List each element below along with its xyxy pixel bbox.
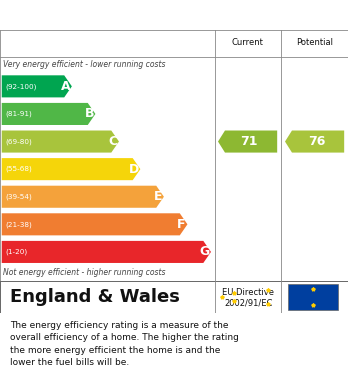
Text: EU Directive: EU Directive bbox=[222, 288, 274, 297]
Polygon shape bbox=[2, 103, 95, 125]
Text: (92-100): (92-100) bbox=[5, 83, 37, 90]
Text: (39-54): (39-54) bbox=[5, 194, 32, 200]
Text: 2002/91/EC: 2002/91/EC bbox=[224, 299, 272, 308]
Text: D: D bbox=[129, 163, 139, 176]
Text: F: F bbox=[177, 218, 185, 231]
Polygon shape bbox=[2, 186, 164, 208]
Text: Very energy efficient - lower running costs: Very energy efficient - lower running co… bbox=[3, 60, 166, 69]
Polygon shape bbox=[2, 241, 211, 263]
Text: Not energy efficient - higher running costs: Not energy efficient - higher running co… bbox=[3, 268, 166, 277]
Polygon shape bbox=[218, 131, 277, 152]
Bar bbox=[288, 283, 338, 310]
Text: (69-80): (69-80) bbox=[5, 138, 32, 145]
Polygon shape bbox=[2, 75, 72, 97]
Text: 76: 76 bbox=[308, 135, 325, 148]
Text: (81-91): (81-91) bbox=[5, 111, 32, 117]
Text: B: B bbox=[85, 108, 94, 120]
Text: Current: Current bbox=[232, 38, 263, 47]
Text: A: A bbox=[61, 80, 70, 93]
Text: England & Wales: England & Wales bbox=[10, 288, 180, 306]
Text: (1-20): (1-20) bbox=[5, 249, 27, 255]
Text: Potential: Potential bbox=[296, 38, 333, 47]
Polygon shape bbox=[285, 131, 344, 152]
Text: The energy efficiency rating is a measure of the
overall efficiency of a home. T: The energy efficiency rating is a measur… bbox=[10, 321, 239, 367]
Text: G: G bbox=[200, 246, 210, 258]
Text: Energy Efficiency Rating: Energy Efficiency Rating bbox=[10, 8, 220, 23]
Polygon shape bbox=[2, 158, 140, 180]
Text: 71: 71 bbox=[240, 135, 258, 148]
Text: E: E bbox=[153, 190, 162, 203]
Text: (55-68): (55-68) bbox=[5, 166, 32, 172]
Text: (21-38): (21-38) bbox=[5, 221, 32, 228]
Polygon shape bbox=[2, 213, 188, 235]
Text: C: C bbox=[108, 135, 117, 148]
Polygon shape bbox=[2, 131, 119, 152]
